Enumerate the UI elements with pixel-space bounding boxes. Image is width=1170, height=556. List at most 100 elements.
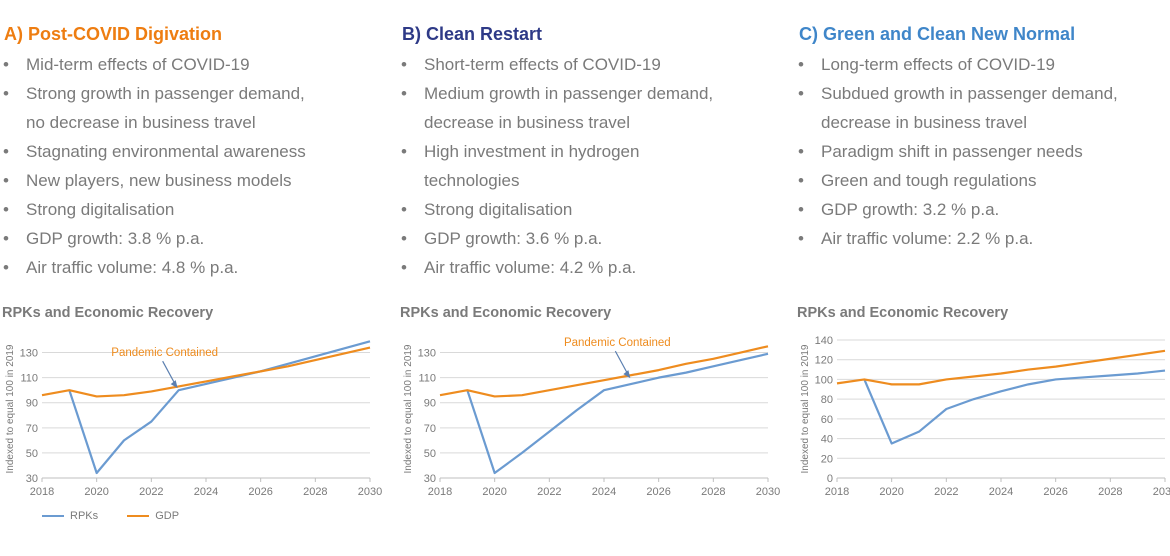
- chart-b: 30 50 70 90 110 130 2018 2020 2022 2024 2026 2028 20…: [403, 337, 780, 498]
- y-axis-label: Indexed to equal 100 in 2019: [800, 344, 811, 473]
- x-tick-label: 2022: [934, 486, 958, 498]
- bullet-item: • Mid-term effects of COVID-19: [0, 50, 376, 79]
- bullet-item: • GDP growth: 3.2 % p.a.: [795, 195, 1170, 224]
- bullet-item: • New players, new business models: [0, 166, 376, 195]
- y-tick-label: 100: [815, 374, 833, 386]
- bullet-text: Short-term effects of COVID-19: [424, 55, 661, 74]
- annotation-label: Pandemic Contained: [564, 337, 671, 349]
- bullet-text: GDP growth: 3.2 % p.a.: [821, 200, 1000, 219]
- bullet-dot-icon: •: [401, 200, 407, 219]
- x-tick-label: 2020: [482, 486, 506, 498]
- bullet-dot-icon: •: [798, 229, 804, 248]
- scenario-title: B) Clean Restart: [402, 24, 543, 44]
- y-tick-label: 50: [424, 448, 436, 460]
- scenario-bullets: • Mid-term effects of COVID-19 • Strong gro…: [0, 50, 376, 282]
- bullet-item: no decrease in business travel: [0, 108, 376, 137]
- annotation-arrow: [162, 360, 177, 386]
- legend-swatch-rpks: [42, 515, 64, 518]
- legend-item-rpks: RPKs: [42, 510, 98, 522]
- y-tick-label: 50: [26, 448, 38, 460]
- chart-title: RPKs and Economic Recovery: [400, 305, 612, 321]
- chart-c: 0 20 40 60 80 100 120 140 2018 2020 2022 2024 2026 20…: [800, 335, 1170, 498]
- chart-legend: RPKs GDP: [42, 510, 205, 522]
- legend-label-rpks: RPKs: [70, 510, 99, 522]
- series-line-gdp: [836, 349, 1166, 386]
- bullet-dot-icon: •: [798, 55, 804, 74]
- bullet-text: no decrease in business travel: [26, 113, 256, 132]
- series-line-rpks: [68, 340, 371, 475]
- bullet-dot-icon: •: [401, 84, 407, 103]
- legend-label-gdp: GDP: [155, 510, 180, 522]
- annotation-arrowhead-icon: [623, 370, 631, 379]
- bullet-item: • GDP growth: 3.6 % p.a.: [398, 224, 774, 253]
- bullet-dot-icon: •: [798, 200, 804, 219]
- series-line-gdp: [439, 345, 769, 398]
- bullet-item: • Short-term effects of COVID-19: [398, 50, 774, 79]
- bullet-text: technologies: [424, 171, 520, 190]
- bullet-text: Air traffic volume: 2.2 % p.a.: [821, 229, 1034, 248]
- x-tick-label: 2026: [1043, 486, 1067, 498]
- bullet-item: • Paradigm shift in passenger needs: [795, 137, 1170, 166]
- y-tick-label: 110: [418, 373, 436, 385]
- bullet-text: Paradigm shift in passenger needs: [821, 142, 1083, 161]
- y-tick-label: 70: [26, 423, 38, 435]
- series-line-gdp: [41, 346, 371, 398]
- bullet-item: decrease in business travel: [398, 108, 774, 137]
- scenario-panel-b: B) Clean Restart • Short-term effects of …: [398, 0, 780, 556]
- bullet-item: • Air traffic volume: 2.2 % p.a.: [795, 224, 1170, 253]
- bullet-text: Strong digitalisation: [26, 200, 175, 219]
- y-tick-label: 30: [26, 473, 38, 485]
- bullet-dot-icon: •: [401, 229, 407, 248]
- y-tick-label: 80: [821, 394, 833, 406]
- chart-title: RPKs and Economic Recovery: [797, 305, 1009, 321]
- scenario-panel-a: A) Post-COVID Digivation • Mid-term effec…: [0, 0, 382, 556]
- bullet-text: Strong growth in passenger demand,: [26, 84, 305, 103]
- y-tick-label: 90: [424, 398, 436, 410]
- bullet-text: High investment in hydrogen: [424, 142, 640, 161]
- bullet-dot-icon: •: [3, 200, 9, 219]
- bullet-item: • Stagnating environmental awareness: [0, 137, 376, 166]
- bullet-dot-icon: •: [798, 84, 804, 103]
- bullet-dot-icon: •: [3, 229, 9, 248]
- bullet-dot-icon: •: [798, 171, 804, 190]
- x-tick-label: 2030: [358, 486, 382, 498]
- bullet-text: Medium growth in passenger demand,: [424, 84, 714, 103]
- bullet-item: decrease in business travel: [795, 108, 1170, 137]
- bullet-dot-icon: •: [3, 84, 9, 103]
- x-tick-label: 2026: [248, 486, 272, 498]
- bullet-item: • Air traffic volume: 4.2 % p.a.: [398, 253, 774, 282]
- chart-a: 30 50 70 90 110 130 2018 2020 2022 2024 2026 2028 20…: [5, 340, 382, 498]
- x-tick-label: 2020: [879, 486, 903, 498]
- y-tick-label: 40: [821, 434, 833, 446]
- x-tick-label: 2024: [592, 486, 616, 498]
- bullet-item: • Strong digitalisation: [398, 195, 774, 224]
- series-line-rpks: [466, 352, 769, 475]
- bullet-item: • GDP growth: 3.8 % p.a.: [0, 224, 376, 253]
- annotation-arrowhead-icon: [170, 380, 178, 389]
- bullet-dot-icon: •: [3, 258, 9, 277]
- scenario-title: A) Post-COVID Digivation: [4, 24, 223, 44]
- bullet-item: • Strong growth in passenger demand,: [0, 79, 376, 108]
- scenario-bullets: • Long-term effects of COVID-19 • Subdued g…: [795, 50, 1170, 253]
- bullet-text: Mid-term effects of COVID-19: [26, 55, 250, 74]
- bullet-text: New players, new business models: [26, 171, 292, 190]
- bullet-dot-icon: •: [798, 142, 804, 161]
- bullet-item: • Green and tough regulations: [795, 166, 1170, 195]
- y-tick-label: 70: [424, 423, 436, 435]
- legend-swatch-gdp: [127, 515, 150, 518]
- bullet-item: • Subdued growth in passenger demand,: [795, 79, 1170, 108]
- x-tick-label: 2028: [701, 486, 725, 498]
- legend-item-gdp: GDP: [127, 510, 179, 522]
- chart-title: RPKs and Economic Recovery: [2, 305, 214, 321]
- scenario-title: C) Green and Clean New Normal: [799, 24, 1076, 44]
- x-tick-label: 2024: [194, 486, 218, 498]
- x-tick-label: 2026: [646, 486, 670, 498]
- x-tick-label: 2030: [1153, 486, 1170, 498]
- bullet-text: GDP growth: 3.6 % p.a.: [424, 229, 603, 248]
- bullet-dot-icon: •: [401, 142, 407, 161]
- bullet-dot-icon: •: [3, 171, 9, 190]
- y-tick-label: 130: [418, 348, 436, 360]
- series-line-rpks: [863, 369, 1166, 445]
- scenario-panel-c: C) Green and Clean New Normal • Long-term…: [795, 0, 1170, 556]
- bullet-item: • Strong digitalisation: [0, 195, 376, 224]
